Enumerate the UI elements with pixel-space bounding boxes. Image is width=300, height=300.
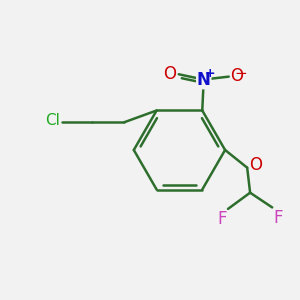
Text: F: F [217,210,226,228]
Text: +: + [204,67,215,80]
Text: N: N [197,70,211,88]
Text: F: F [274,209,283,227]
Text: O: O [164,65,176,83]
Text: Cl: Cl [45,113,60,128]
Text: O: O [230,67,243,85]
Text: O: O [249,156,262,174]
Text: −: − [234,66,247,81]
